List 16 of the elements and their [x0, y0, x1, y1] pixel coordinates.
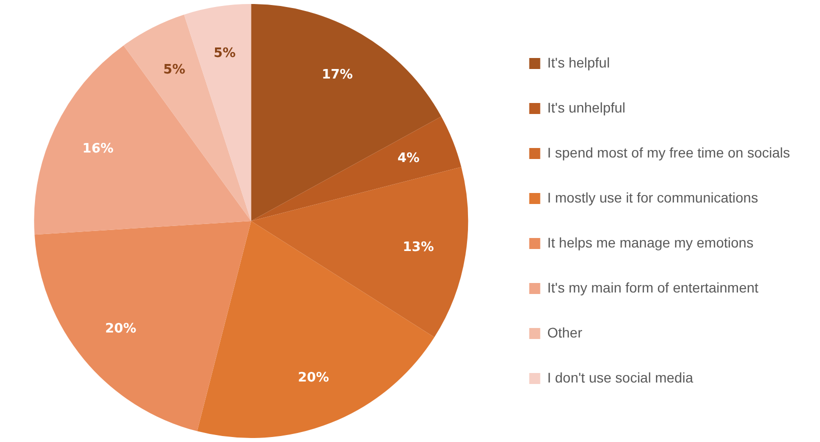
data-label: 5% — [163, 62, 186, 78]
data-label: 20% — [105, 321, 136, 336]
legend-label: It's unhelpful — [547, 99, 626, 116]
legend-label: I don't use social media — [547, 369, 694, 386]
data-label: 4% — [397, 151, 420, 166]
legend-label: I spend most of my free time on socials — [547, 144, 790, 160]
data-label: 5% — [214, 46, 236, 62]
legend-label: It helps me manage my emotions — [547, 234, 754, 250]
data-label: 16% — [82, 141, 114, 156]
data-label: 17% — [322, 68, 353, 83]
data-label: 13% — [402, 240, 434, 255]
legend-label: I mostly use it for communications — [547, 189, 758, 206]
data-label: 20% — [298, 370, 329, 386]
legend-label: Other — [547, 324, 583, 340]
legend-label: It's helpful — [547, 54, 610, 70]
legend-label: It's my main form of entertainment — [547, 279, 759, 296]
